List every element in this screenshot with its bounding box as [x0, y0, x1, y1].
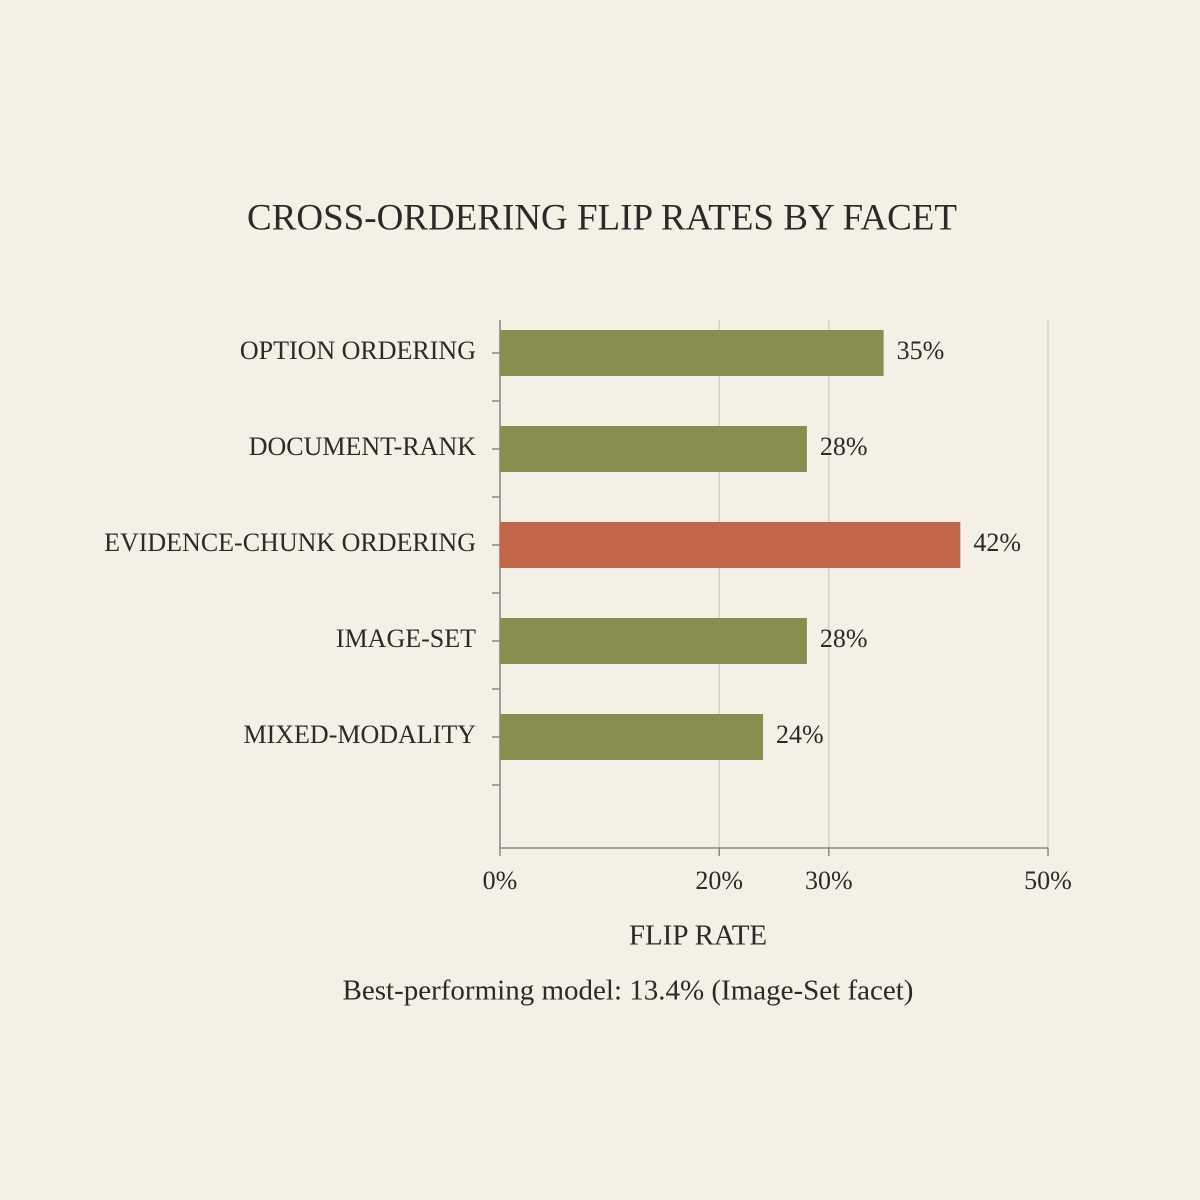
annotation: Best-performing model: 13.4% (Image-Set … — [343, 975, 914, 1007]
y-tick-label: OPTION ORDERING — [240, 336, 476, 365]
value-label: 28% — [820, 624, 868, 653]
bar — [500, 522, 961, 568]
bar — [500, 618, 807, 664]
x-tick-label: 20% — [695, 866, 743, 895]
y-tick-label: IMAGE-SET — [336, 624, 476, 653]
bar — [500, 714, 764, 760]
x-tick-label: 50% — [1024, 866, 1072, 895]
value-label: 42% — [973, 528, 1021, 557]
bar — [500, 426, 807, 472]
x-axis-label: FLIP RATE — [629, 920, 767, 952]
value-label: 24% — [776, 720, 824, 749]
value-label: 28% — [820, 432, 868, 461]
value-label: 35% — [897, 336, 945, 365]
y-tick-label: MIXED-MODALITY — [243, 720, 476, 749]
x-tick-label: 0% — [483, 866, 518, 895]
bar — [500, 330, 884, 376]
y-tick-label: EVIDENCE-CHUNK ORDERING — [104, 528, 476, 557]
x-tick-label: 30% — [805, 866, 853, 895]
chart-title: CROSS-ORDERING FLIP RATES BY FACET — [247, 197, 957, 238]
y-tick-label: DOCUMENT-RANK — [249, 432, 476, 461]
